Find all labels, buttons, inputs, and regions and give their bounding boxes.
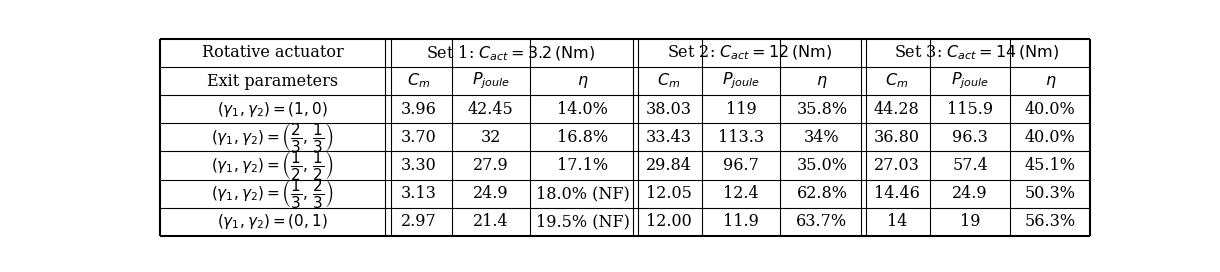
Text: 34%: 34% xyxy=(804,129,839,146)
Text: 63.7%: 63.7% xyxy=(797,213,848,230)
Text: 115.9: 115.9 xyxy=(947,101,993,118)
Text: Exit parameters: Exit parameters xyxy=(207,73,338,89)
Text: $(\gamma_1, \gamma_2) = \left(\dfrac{1}{2},\, \dfrac{1}{2}\right)$: $(\gamma_1, \gamma_2) = \left(\dfrac{1}{… xyxy=(211,149,334,182)
Text: Rotative actuator: Rotative actuator xyxy=(201,45,344,61)
Text: 2.97: 2.97 xyxy=(400,213,437,230)
Text: Set 2: $C_{act}=12\,(\mathrm{Nm})$: Set 2: $C_{act}=12\,(\mathrm{Nm})$ xyxy=(667,44,832,62)
Text: 12.05: 12.05 xyxy=(645,185,692,202)
Text: 40.0%: 40.0% xyxy=(1025,101,1076,118)
Text: 32: 32 xyxy=(481,129,501,146)
Text: 38.03: 38.03 xyxy=(645,101,692,118)
Text: $\eta$: $\eta$ xyxy=(816,73,827,89)
Text: 29.84: 29.84 xyxy=(645,157,692,174)
Text: $(\gamma_1, \gamma_2) = (0, 1)$: $(\gamma_1, \gamma_2) = (0, 1)$ xyxy=(217,212,328,231)
Text: $(\gamma_1, \gamma_2) = (1, 0)$: $(\gamma_1, \gamma_2) = (1, 0)$ xyxy=(217,100,328,119)
Text: 21.4: 21.4 xyxy=(473,213,509,230)
Text: 3.70: 3.70 xyxy=(400,129,437,146)
Text: 45.1%: 45.1% xyxy=(1025,157,1076,174)
Text: 14.46: 14.46 xyxy=(874,185,920,202)
Text: 3.13: 3.13 xyxy=(400,185,437,202)
Text: $C_m$: $C_m$ xyxy=(658,72,681,91)
Text: $\eta$: $\eta$ xyxy=(1044,73,1057,89)
Text: 24.9: 24.9 xyxy=(473,185,509,202)
Text: 96.3: 96.3 xyxy=(952,129,988,146)
Text: 96.7: 96.7 xyxy=(723,157,759,174)
Text: 57.4: 57.4 xyxy=(953,157,988,174)
Text: 56.3%: 56.3% xyxy=(1025,213,1076,230)
Text: 14: 14 xyxy=(887,213,906,230)
Text: 19.5% (NF): 19.5% (NF) xyxy=(536,213,630,230)
Text: $P_{joule}$: $P_{joule}$ xyxy=(472,71,510,91)
Text: 18.0% (NF): 18.0% (NF) xyxy=(536,185,630,202)
Text: 35.0%: 35.0% xyxy=(797,157,848,174)
Text: $(\gamma_1, \gamma_2) = \left(\dfrac{2}{3},\, \dfrac{1}{3}\right)$: $(\gamma_1, \gamma_2) = \left(\dfrac{2}{… xyxy=(211,121,334,154)
Text: 40.0%: 40.0% xyxy=(1025,129,1076,146)
Text: 24.9: 24.9 xyxy=(953,185,988,202)
Text: 35.8%: 35.8% xyxy=(797,101,848,118)
Text: 50.3%: 50.3% xyxy=(1025,185,1076,202)
Text: $P_{joule}$: $P_{joule}$ xyxy=(722,71,760,91)
Text: 33.43: 33.43 xyxy=(645,129,692,146)
Text: 12.00: 12.00 xyxy=(645,213,692,230)
Text: $C_m$: $C_m$ xyxy=(406,72,429,91)
Text: 62.8%: 62.8% xyxy=(797,185,848,202)
Text: 36.80: 36.80 xyxy=(874,129,920,146)
Text: 12.4: 12.4 xyxy=(723,185,759,202)
Text: 3.96: 3.96 xyxy=(400,101,437,118)
Text: 119: 119 xyxy=(726,101,756,118)
Text: 27.03: 27.03 xyxy=(874,157,920,174)
Text: 14.0%: 14.0% xyxy=(558,101,608,118)
Text: Set 3: $C_{act}=14\,(\mathrm{Nm})$: Set 3: $C_{act}=14\,(\mathrm{Nm})$ xyxy=(894,44,1059,62)
Text: 17.1%: 17.1% xyxy=(558,157,609,174)
Text: 44.28: 44.28 xyxy=(874,101,920,118)
Text: 27.9: 27.9 xyxy=(473,157,509,174)
Text: Set 1: $C_{act}=3.2\,(\mathrm{Nm})$: Set 1: $C_{act}=3.2\,(\mathrm{Nm})$ xyxy=(426,43,595,63)
Text: 42.45: 42.45 xyxy=(467,101,514,118)
Text: $C_m$: $C_m$ xyxy=(884,72,909,91)
Text: $P_{joule}$: $P_{joule}$ xyxy=(952,71,989,91)
Text: 16.8%: 16.8% xyxy=(558,129,609,146)
Text: 11.9: 11.9 xyxy=(723,213,759,230)
Text: 19: 19 xyxy=(960,213,981,230)
Text: 3.30: 3.30 xyxy=(400,157,437,174)
Text: 113.3: 113.3 xyxy=(719,129,764,146)
Text: $\eta$: $\eta$ xyxy=(577,73,588,89)
Text: $(\gamma_1, \gamma_2) = \left(\dfrac{1}{3},\, \dfrac{2}{3}\right)$: $(\gamma_1, \gamma_2) = \left(\dfrac{1}{… xyxy=(211,177,334,210)
